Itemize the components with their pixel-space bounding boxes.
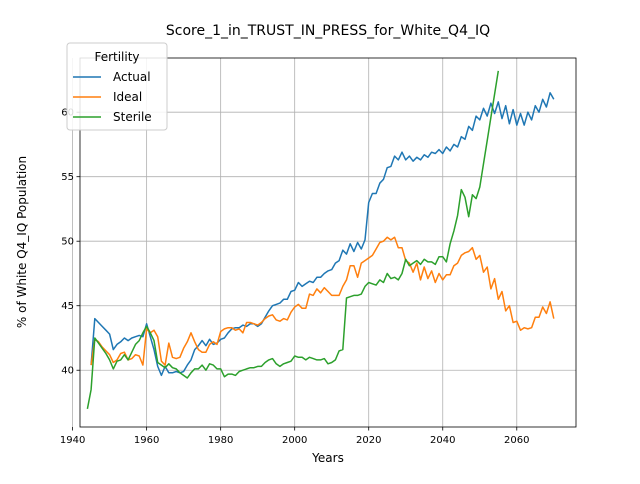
legend-item-actual: Actual bbox=[73, 70, 151, 84]
x-tick-label: 1980 bbox=[208, 435, 233, 446]
x-tick-label: 1940 bbox=[60, 435, 85, 446]
x-axis-ticks: 1940 1960 1980 2000 2020 2040 2060 bbox=[60, 427, 530, 446]
x-tick-label: 2000 bbox=[282, 435, 307, 446]
y-tick-label: 55 bbox=[61, 172, 74, 183]
legend-label: Ideal bbox=[113, 90, 142, 104]
y-tick-label: 45 bbox=[61, 301, 74, 312]
y-tick-label: 40 bbox=[61, 366, 74, 377]
chart-title: Score_1_in_TRUST_IN_PRESS_for_White_Q4_I… bbox=[166, 23, 490, 39]
series-lines bbox=[86, 70, 555, 410]
y-tick-label: 50 bbox=[61, 237, 74, 248]
x-tick-label: 2020 bbox=[356, 435, 381, 446]
x-tick-label: 2040 bbox=[430, 435, 455, 446]
y-axis-label: % of White Q4_IQ Population bbox=[15, 156, 29, 328]
x-axis-label: Years bbox=[311, 451, 344, 465]
legend-item-sterile: Sterile bbox=[73, 110, 152, 124]
series-line-sterile bbox=[86, 70, 500, 410]
legend: Fertility Actual Ideal Sterile bbox=[66, 42, 168, 131]
legend-title: Fertility bbox=[94, 50, 139, 64]
legend-entries: Actual Ideal Sterile bbox=[73, 70, 152, 124]
series-line-actual bbox=[90, 92, 555, 377]
grid bbox=[72, 58, 576, 427]
plot-frame bbox=[79, 57, 577, 428]
legend-label: Actual bbox=[113, 70, 151, 84]
legend-label: Sterile bbox=[113, 110, 152, 124]
series-line-ideal bbox=[90, 236, 555, 366]
x-tick-label: 2060 bbox=[504, 435, 529, 446]
legend-item-ideal: Ideal bbox=[73, 90, 142, 104]
x-tick-label: 1960 bbox=[134, 435, 159, 446]
legend-box bbox=[66, 42, 168, 131]
